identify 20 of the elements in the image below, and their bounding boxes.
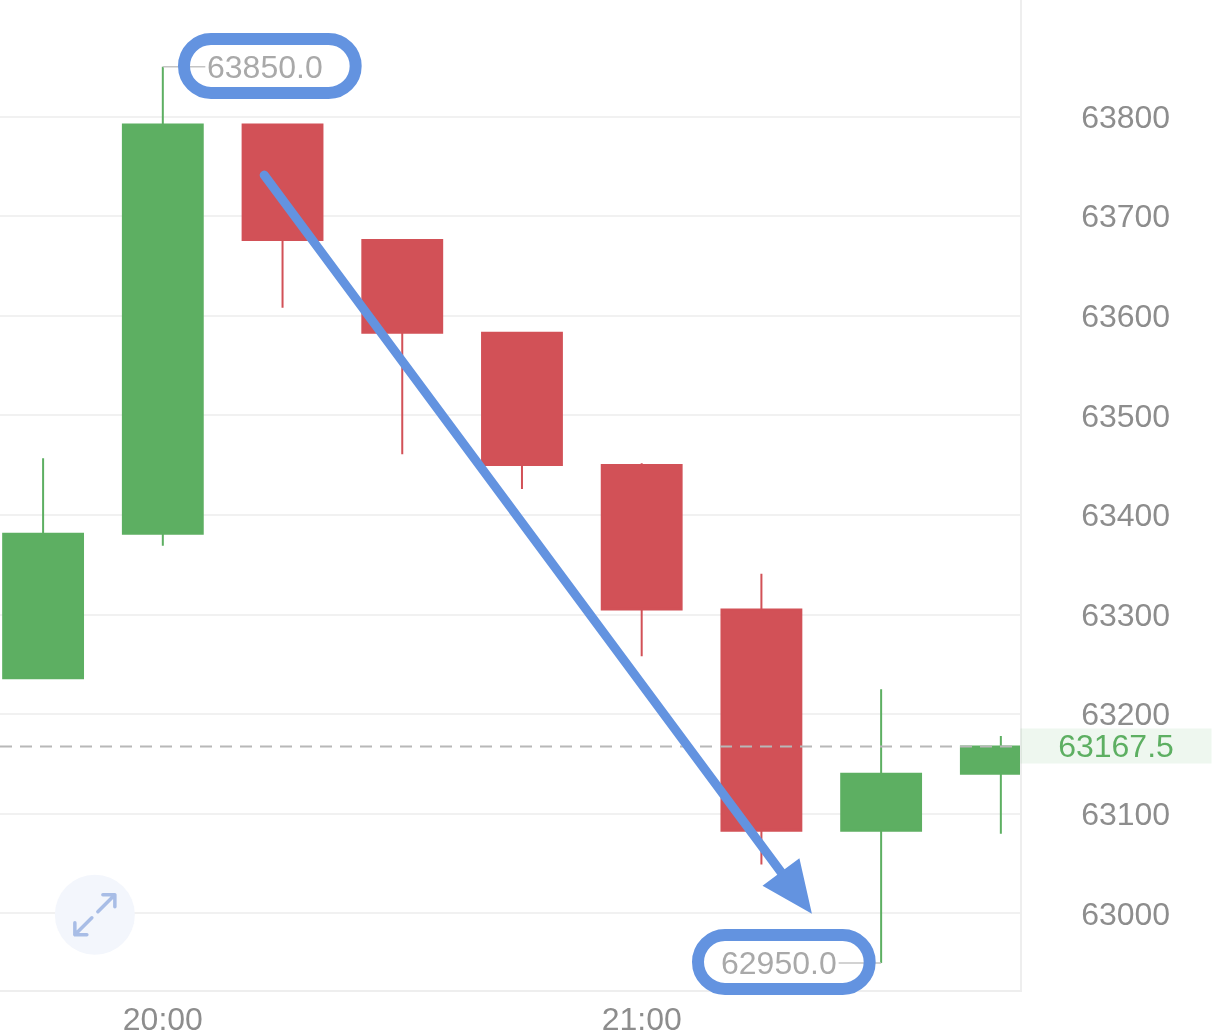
y-tick-label: 63800 [1081, 98, 1171, 135]
y-tick-label: 63300 [1081, 596, 1171, 633]
candlestick [121, 65, 204, 547]
x-tick-label: 20:00 [122, 1001, 203, 1035]
y-tick-label: 63600 [1081, 297, 1171, 334]
candlestick [840, 688, 923, 965]
y-tick-label: 63100 [1081, 795, 1171, 832]
candlestick [720, 572, 803, 866]
candlestick [481, 331, 563, 491]
candlestick [361, 238, 444, 456]
y-tick-label: 63400 [1081, 497, 1171, 534]
candlestick [2, 457, 85, 680]
annotation: 63850.0 [207, 49, 323, 85]
y-tick-label: 63500 [1081, 397, 1171, 434]
candlestick [241, 123, 324, 309]
x-tick-label: 21:00 [601, 1001, 682, 1035]
annotation: 62950.0 [721, 945, 837, 981]
y-tick-label: 63700 [1081, 198, 1171, 235]
y-tick-label: 63000 [1081, 895, 1171, 932]
candlestick [600, 462, 683, 658]
